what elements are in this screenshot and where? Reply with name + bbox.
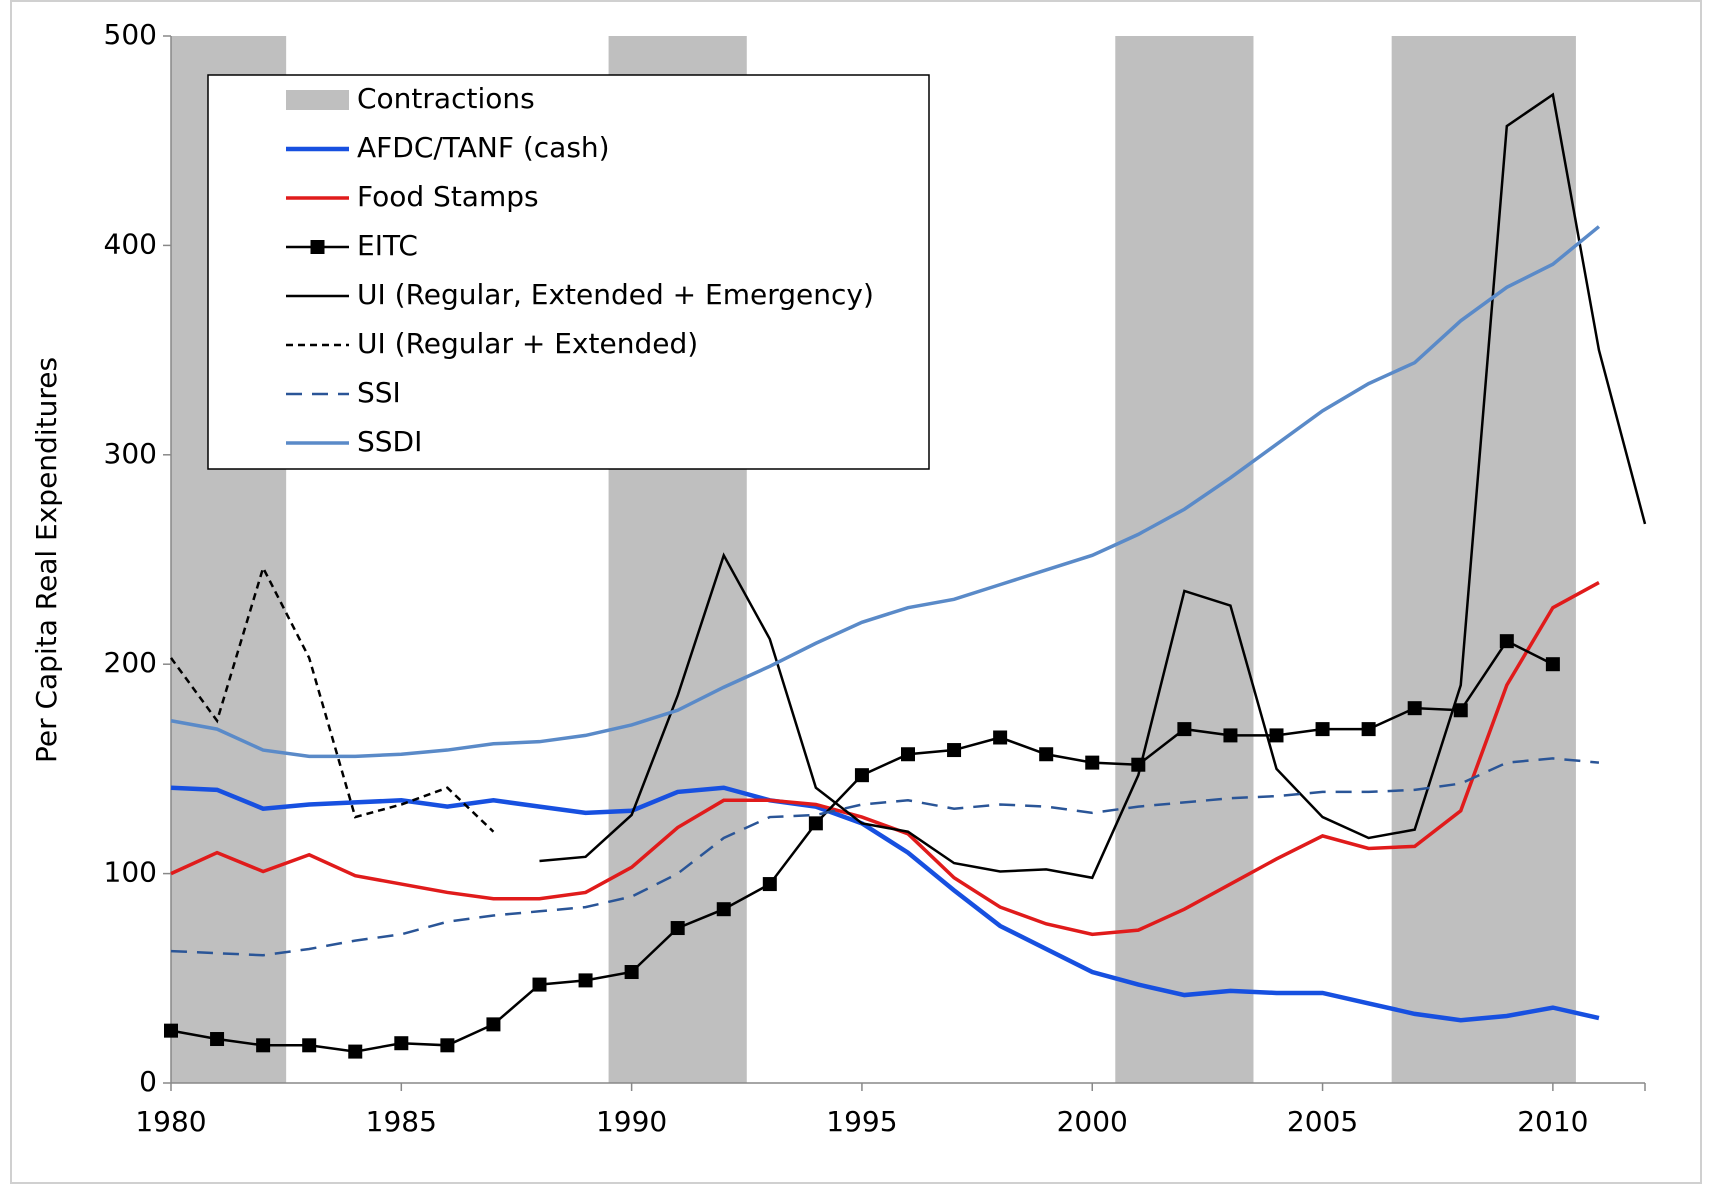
series-line: [170, 785, 1600, 1023]
series-marker: [578, 973, 593, 988]
y-tick-label: 300: [104, 437, 157, 470]
series-marker: [762, 877, 777, 892]
series-marker: [716, 902, 731, 917]
x-tick-label: 1990: [596, 1105, 667, 1138]
series-marker: [854, 768, 869, 783]
series-marker: [348, 1044, 363, 1059]
legend-marker: [310, 240, 325, 254]
series-marker: [302, 1038, 317, 1053]
y-axis-label: Per Capita Real Expenditures: [30, 357, 63, 763]
x-tick-label: 2005: [1287, 1105, 1358, 1138]
series-marker: [532, 977, 547, 992]
x-tick-label: 2000: [1057, 1105, 1128, 1138]
contraction-band: [1391, 36, 1576, 1083]
series-line: [539, 92, 1647, 880]
series-marker: [1085, 755, 1100, 770]
series-marker: [1177, 722, 1192, 737]
legend-label: UI (Regular + Extended): [357, 327, 698, 360]
contraction-band: [1115, 36, 1254, 1083]
series-line: [169, 564, 495, 833]
y-tick-label: 100: [104, 856, 157, 889]
legend-box: [207, 74, 930, 470]
x-tick-label: 2010: [1517, 1105, 1588, 1138]
series-marker: [1315, 722, 1330, 737]
series-marker: [1499, 634, 1514, 649]
series-marker: [1039, 747, 1054, 762]
legend-label: Contractions: [357, 82, 535, 115]
legend-label: EITC: [357, 229, 418, 262]
legend-label: UI (Regular, Extended + Emergency): [357, 278, 874, 311]
series-line: [170, 580, 1600, 937]
series-marker: [486, 1017, 501, 1032]
series-marker: [164, 1023, 178, 1038]
series-marker: [440, 1038, 455, 1053]
x-tick-label: 1995: [826, 1105, 897, 1138]
y-tick-label: 400: [104, 227, 157, 260]
series-marker: [901, 747, 915, 762]
series-marker: [394, 1036, 409, 1051]
y-tick-label: 200: [104, 646, 157, 679]
series-marker: [993, 730, 1008, 745]
series-marker: [624, 965, 639, 980]
series-marker: [947, 743, 962, 758]
x-tick-label: 1980: [135, 1105, 206, 1138]
legend-swatch: [286, 90, 349, 110]
series-line: [170, 225, 1601, 759]
x-tick-label: 1985: [366, 1105, 437, 1138]
y-tick-label: 0: [139, 1065, 157, 1098]
series-marker: [256, 1038, 271, 1053]
legend-label: SSI: [357, 376, 401, 409]
series-marker: [1453, 703, 1468, 718]
series-marker: [1223, 728, 1238, 743]
series-marker: [1269, 728, 1284, 743]
series-marker: [670, 921, 685, 936]
series-marker: [210, 1032, 225, 1047]
series-line: [170, 757, 1600, 957]
series-marker: [1407, 701, 1422, 716]
legend-label: Food Stamps: [357, 180, 539, 213]
series-marker: [1361, 722, 1376, 737]
y-tick-label: 500: [104, 18, 157, 51]
series-marker: [1545, 657, 1560, 672]
series-marker: [808, 816, 823, 831]
legend-label: SSDI: [357, 425, 422, 458]
legend-label: AFDC/TANF (cash): [357, 131, 610, 164]
